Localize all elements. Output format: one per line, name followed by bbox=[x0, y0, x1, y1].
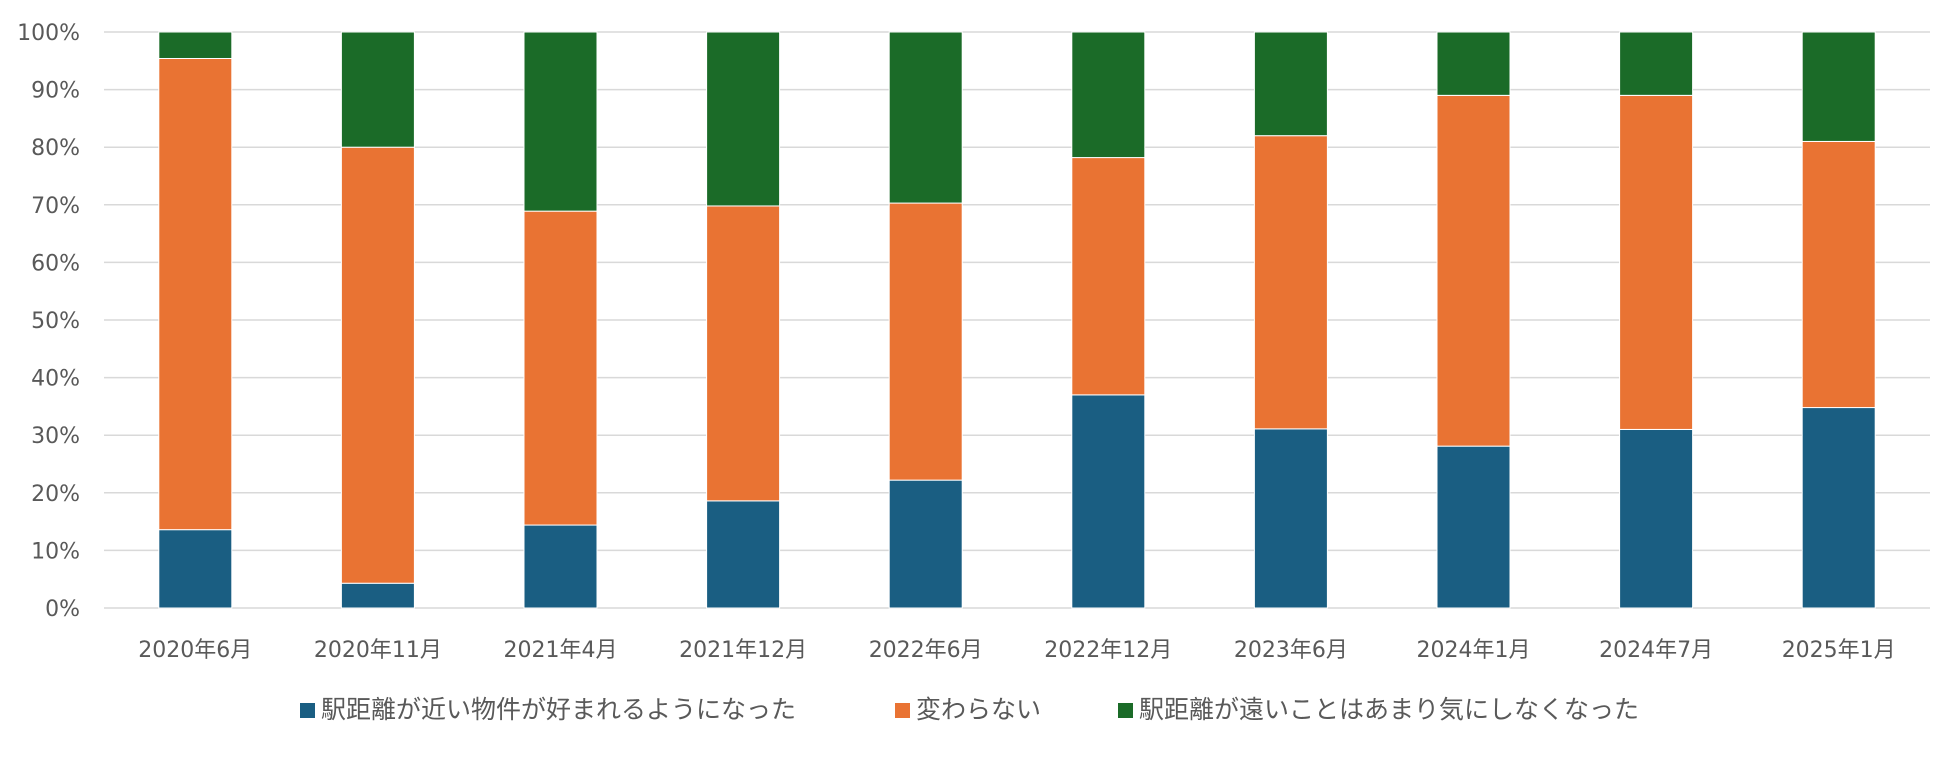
bar-segment-0-2 bbox=[523, 524, 598, 609]
bar-segment-0-3 bbox=[706, 500, 781, 609]
bar-segment-2-7 bbox=[1436, 31, 1511, 96]
legend-swatch-1 bbox=[895, 703, 910, 718]
x-category-label-0: 2020年6月 bbox=[138, 638, 252, 663]
x-category-label-2: 2021年4月 bbox=[504, 638, 618, 663]
x-category-label-8: 2024年7月 bbox=[1599, 638, 1713, 663]
bar-segment-2-6 bbox=[1253, 31, 1328, 137]
bar-segment-0-1 bbox=[340, 582, 415, 609]
bar-segment-1-4 bbox=[888, 202, 963, 481]
y-tick-label-60: 60% bbox=[31, 251, 80, 276]
legend-label-0: 駅距離が近い物件が好まれるようになった bbox=[321, 695, 796, 724]
bar-segment-2-9 bbox=[1801, 31, 1876, 142]
x-category-label-7: 2024年1月 bbox=[1417, 638, 1531, 663]
bar-segment-0-4 bbox=[888, 479, 963, 609]
bar-segment-1-5 bbox=[1071, 157, 1146, 396]
bar-segment-1-0 bbox=[158, 57, 233, 531]
x-category-label-5: 2022年12月 bbox=[1044, 638, 1172, 663]
bar-segment-0-7 bbox=[1436, 445, 1511, 609]
bar-segment-2-0 bbox=[158, 31, 233, 59]
bar-segment-1-7 bbox=[1436, 94, 1511, 447]
x-category-label-9: 2025年1月 bbox=[1782, 638, 1896, 663]
y-tick-label-40: 40% bbox=[31, 367, 80, 392]
bar-segment-0-5 bbox=[1071, 394, 1146, 609]
x-category-label-1: 2020年11月 bbox=[314, 638, 442, 663]
y-tick-label-80: 80% bbox=[31, 136, 80, 161]
bar-segment-2-5 bbox=[1071, 31, 1146, 159]
legend-label-1: 変わらない bbox=[916, 695, 1041, 724]
bar-segment-0-9 bbox=[1801, 407, 1876, 609]
y-tick-label-70: 70% bbox=[31, 194, 80, 219]
bar-segment-0-0 bbox=[158, 529, 233, 609]
bar-segment-1-6 bbox=[1253, 135, 1328, 430]
bar-segment-0-6 bbox=[1253, 428, 1328, 609]
bar-segment-1-3 bbox=[706, 205, 781, 502]
bar-segment-2-2 bbox=[523, 31, 598, 212]
y-tick-label-50: 50% bbox=[31, 309, 80, 334]
y-tick-label-100: 100% bbox=[17, 21, 80, 46]
bar-segment-2-4 bbox=[888, 31, 963, 204]
legend-label-2: 駅距離が遠いことはあまり気にしなくなった bbox=[1139, 695, 1639, 724]
legend-swatch-2 bbox=[1118, 703, 1133, 718]
y-tick-label-30: 30% bbox=[31, 424, 80, 449]
x-category-label-3: 2021年12月 bbox=[679, 638, 807, 663]
x-axis-category-labels: 2020年6月 2020年11月 2021年4月 2021年12月 2022年6月 202… bbox=[138, 638, 1895, 663]
x-category-label-6: 2023年6月 bbox=[1234, 638, 1348, 663]
y-tick-label-90: 90% bbox=[31, 79, 80, 104]
bar-segment-2-8 bbox=[1619, 31, 1694, 96]
bar-segment-1-1 bbox=[340, 146, 415, 584]
y-tick-label-20: 20% bbox=[31, 482, 80, 507]
bar-segment-2-1 bbox=[340, 31, 415, 148]
y-tick-label-0: 0% bbox=[45, 597, 80, 622]
bars bbox=[158, 31, 1876, 609]
bar-segment-2-3 bbox=[706, 31, 781, 207]
legend-swatch-0 bbox=[300, 703, 315, 718]
legend: 駅距離が近い物件が好まれるようになった 変わらない 駅距離が遠いことはあまり気にしな… bbox=[300, 695, 1639, 724]
bar-segment-1-8 bbox=[1619, 94, 1694, 430]
y-axis-tick-labels: 0% 10% 20% 30% 40% 50% 60% 70% 80% 90% 100% bbox=[17, 21, 80, 622]
y-tick-label-10: 10% bbox=[31, 539, 80, 564]
bar-segment-1-9 bbox=[1801, 140, 1876, 409]
bar-segment-1-2 bbox=[523, 210, 598, 526]
bar-segment-0-8 bbox=[1619, 428, 1694, 609]
x-category-label-4: 2022年6月 bbox=[869, 638, 983, 663]
